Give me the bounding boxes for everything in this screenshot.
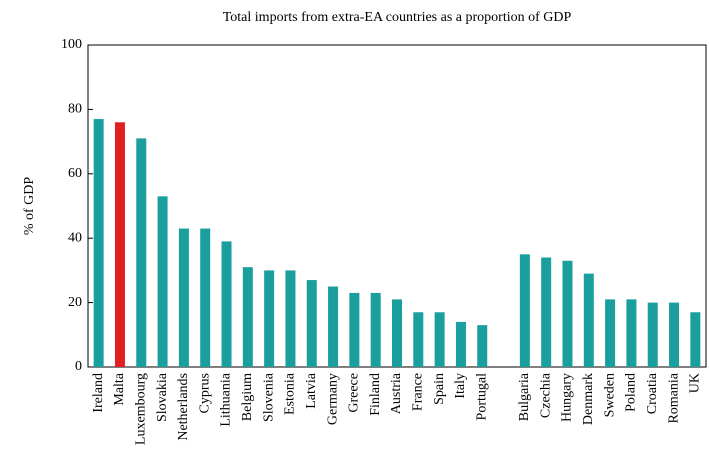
y-axis-label: % of GDP bbox=[22, 177, 37, 236]
x-tick-label: Sweden bbox=[602, 373, 617, 417]
y-tick-label: 20 bbox=[68, 295, 82, 310]
x-tick-label: Slovenia bbox=[261, 372, 276, 422]
bar bbox=[200, 228, 211, 367]
x-tick-label: Estonia bbox=[283, 372, 298, 415]
bar bbox=[605, 299, 616, 367]
bar bbox=[541, 257, 552, 367]
bar bbox=[349, 292, 360, 367]
y-tick-label: 60 bbox=[68, 166, 82, 181]
bar bbox=[136, 138, 147, 367]
x-tick-label: UK bbox=[688, 373, 703, 393]
bar bbox=[157, 196, 168, 367]
bar bbox=[413, 312, 424, 367]
bar bbox=[392, 299, 402, 367]
y-tick-label: 40 bbox=[68, 230, 82, 245]
bar bbox=[583, 273, 594, 367]
x-tick-label: Romania bbox=[666, 372, 681, 423]
x-tick-label: Spain bbox=[432, 373, 447, 405]
x-tick-label: France bbox=[411, 373, 426, 411]
bar bbox=[114, 122, 125, 367]
bar bbox=[370, 292, 381, 367]
x-tick-label: Cyprus bbox=[197, 373, 212, 413]
x-tick-label: Belgium bbox=[240, 373, 255, 421]
bar bbox=[93, 119, 104, 367]
bar bbox=[434, 312, 445, 367]
y-tick-label: 100 bbox=[61, 37, 82, 52]
bar bbox=[306, 280, 317, 367]
x-tick-label: Poland bbox=[624, 373, 639, 412]
bar bbox=[519, 254, 530, 367]
y-tick-label: 80 bbox=[68, 102, 82, 117]
x-tick-label: Croatia bbox=[645, 372, 660, 414]
bar bbox=[562, 260, 573, 367]
bar bbox=[690, 312, 701, 367]
x-tick-label: Germany bbox=[325, 373, 340, 425]
bar bbox=[477, 325, 488, 367]
x-tick-label: Malta bbox=[112, 372, 127, 405]
x-tick-label: Ireland bbox=[91, 373, 106, 413]
x-tick-label: Luxembourg bbox=[133, 373, 148, 445]
x-tick-label: Latvia bbox=[304, 372, 319, 409]
bar bbox=[242, 267, 253, 367]
y-tick-label: 0 bbox=[75, 359, 82, 374]
x-tick-label: Finland bbox=[368, 373, 383, 416]
bar bbox=[285, 270, 296, 367]
x-tick-label: Lithuania bbox=[219, 372, 234, 426]
x-tick-label: Bulgaria bbox=[517, 372, 532, 421]
bar bbox=[669, 302, 680, 367]
bar bbox=[626, 299, 637, 367]
x-tick-label: Slovakia bbox=[155, 372, 170, 422]
chart-title: Total imports from extra-EA countries as… bbox=[223, 10, 572, 25]
bar bbox=[221, 241, 232, 367]
x-tick-label: Italy bbox=[453, 373, 468, 399]
x-tick-label: Greece bbox=[347, 373, 362, 413]
x-tick-label: Denmark bbox=[581, 373, 596, 425]
bar bbox=[328, 286, 339, 367]
bar bbox=[647, 302, 658, 367]
x-tick-label: Austria bbox=[389, 372, 404, 414]
bar bbox=[178, 228, 189, 367]
bar bbox=[455, 321, 466, 367]
x-tick-label: Czechia bbox=[538, 372, 553, 418]
x-tick-label: Portugal bbox=[474, 373, 489, 421]
x-tick-label: Netherlands bbox=[176, 373, 191, 441]
bar bbox=[264, 270, 275, 367]
x-tick-label: Hungary bbox=[560, 373, 575, 422]
